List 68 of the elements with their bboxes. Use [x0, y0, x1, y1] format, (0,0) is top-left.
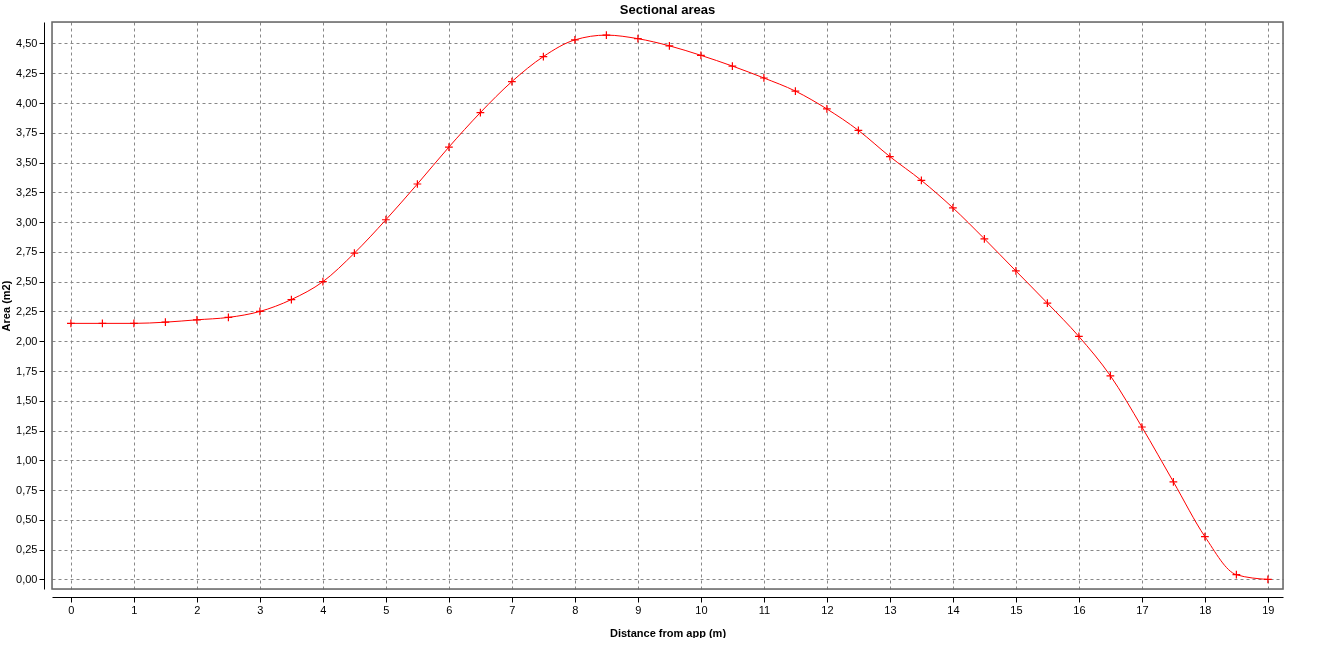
y-tick-label: 3,75: [16, 126, 38, 139]
x-axis-title: Distance from app (m): [609, 626, 727, 639]
y-tick-label: 1,25: [16, 424, 38, 437]
x-tick-label: 3: [257, 603, 264, 616]
point: [790, 86, 800, 96]
point: [1263, 575, 1273, 584]
y-tick-label: 3,00: [16, 215, 38, 228]
point: [885, 152, 895, 162]
y-tick-label: 0,50: [16, 513, 38, 526]
x-tick-label: 8: [572, 603, 579, 616]
x-tick-label: 15: [1010, 603, 1023, 616]
point: [412, 179, 422, 189]
y-tick-label: 2,50: [16, 275, 38, 288]
y-tick-label: 0,75: [16, 483, 38, 496]
y-tick-label: 4,25: [16, 66, 38, 79]
point: [948, 203, 958, 213]
x-tick-label: 11: [758, 603, 771, 616]
y-tick-label: 0,25: [16, 543, 38, 556]
point: [727, 61, 737, 71]
y-tick-label: 1,00: [16, 453, 38, 466]
point: [601, 30, 611, 40]
x-tick-label: 5: [383, 603, 390, 616]
y-tick-label: 2,75: [16, 245, 38, 258]
x-tick-label: 4: [320, 603, 327, 616]
x-tick-label: 13: [884, 603, 897, 616]
point: [318, 277, 328, 287]
point: [822, 104, 832, 114]
x-tick-label: 17: [1136, 603, 1149, 616]
x-tick-label: 9: [635, 603, 642, 616]
x-tick-label: 14: [947, 603, 960, 616]
y-tick-label: 3,25: [16, 185, 38, 198]
point: [1137, 422, 1147, 432]
y-tick-label: 2,00: [16, 334, 38, 347]
point: [633, 34, 643, 44]
point: [507, 77, 517, 87]
x-tick-label: 10: [695, 603, 708, 616]
point: [66, 318, 76, 328]
y-tick-label: 4,50: [16, 36, 38, 49]
x-tick-label: 16: [1073, 603, 1086, 616]
point: [192, 315, 202, 325]
point: [349, 248, 359, 258]
point: [1011, 266, 1021, 276]
y-tick-label: 0,00: [16, 572, 38, 585]
x-tick-label: 2: [194, 603, 201, 616]
x-tick-label: 7: [509, 603, 516, 616]
point: [1042, 298, 1052, 308]
point: [1074, 332, 1084, 341]
point: [129, 318, 139, 328]
x-tick-label: 19: [1262, 603, 1275, 616]
point: [381, 215, 391, 225]
y-tick-label: 2,25: [16, 304, 38, 317]
y-tick-label: 3,50: [16, 156, 38, 169]
chart-title: Sectional areas: [619, 2, 716, 18]
y-axis-title: Area (m2): [0, 280, 13, 332]
point: [255, 306, 265, 316]
y-tick-label: 1,75: [16, 364, 38, 377]
point: [759, 73, 769, 83]
x-tick-label: 0: [68, 603, 75, 616]
x-tick-label: 12: [821, 603, 834, 616]
point: [570, 35, 580, 45]
point: [1200, 532, 1210, 542]
point: [696, 50, 706, 60]
x-tick-label: 1: [131, 603, 138, 616]
x-tick-label: 6: [446, 603, 453, 616]
x-tick-label: 18: [1199, 603, 1212, 616]
y-tick-label: 4,00: [16, 96, 38, 109]
y-tick-label: 1,50: [16, 394, 38, 407]
point: [444, 142, 454, 152]
